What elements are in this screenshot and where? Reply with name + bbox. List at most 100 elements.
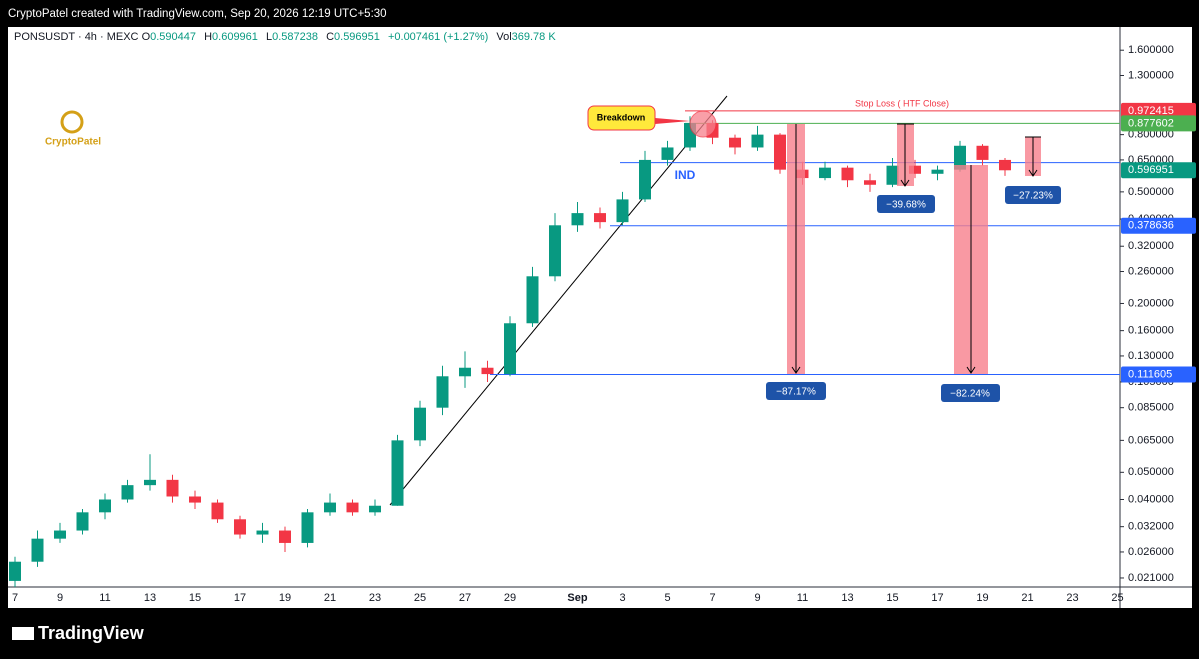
y-tick-label: 0.085000 bbox=[1128, 402, 1174, 414]
candle-body bbox=[391, 440, 404, 506]
x-tick-label: 27 bbox=[459, 592, 471, 604]
breakdown-label: Breakdown bbox=[597, 112, 646, 122]
vol-label: Vol bbox=[496, 31, 512, 43]
measure-label-box bbox=[766, 382, 826, 400]
watermark-logo bbox=[60, 110, 84, 134]
o-value: 0.590447 bbox=[150, 31, 197, 43]
candle-body bbox=[639, 159, 651, 200]
change: +0.007461 (+1.27%) bbox=[387, 31, 489, 43]
measure-label: −82.24% bbox=[950, 389, 990, 400]
y-tick-label: 0.050000 bbox=[1128, 466, 1174, 478]
candle-body bbox=[121, 485, 134, 500]
y-tick-label: 0.260000 bbox=[1128, 265, 1174, 277]
x-tick-label: 17 bbox=[234, 592, 246, 604]
price-label: 0.111605 bbox=[1128, 368, 1172, 380]
footer-brand: TradingView bbox=[38, 623, 145, 643]
price-axis: 1.6000001.3000000.8000000.6500000.500000… bbox=[1120, 44, 1196, 584]
candle-body bbox=[436, 376, 449, 408]
x-tick-label: 21 bbox=[1021, 592, 1033, 604]
candle-body bbox=[301, 512, 314, 543]
x-tick-label: 9 bbox=[754, 592, 760, 604]
price-label-box bbox=[1121, 115, 1196, 132]
y-tick-label: 1.300000 bbox=[1128, 69, 1174, 81]
candle-body bbox=[211, 502, 224, 520]
price-label-box bbox=[1121, 102, 1196, 119]
x-tick-label: 29 bbox=[504, 592, 516, 604]
x-tick-label: 19 bbox=[976, 592, 988, 604]
y-tick-label: 0.021000 bbox=[1128, 572, 1174, 584]
x-tick-label: 17 bbox=[931, 592, 943, 604]
measure-label: −87.17% bbox=[776, 387, 816, 398]
candle-body bbox=[774, 134, 786, 170]
breakdown-circle bbox=[689, 110, 717, 138]
h-label: H bbox=[204, 31, 213, 43]
candle-body bbox=[819, 167, 831, 179]
candle-body bbox=[729, 137, 741, 148]
price-label-box bbox=[1121, 366, 1196, 383]
trendline bbox=[389, 95, 728, 506]
o-label: O bbox=[141, 31, 151, 43]
footer-logo bbox=[12, 627, 34, 640]
candle-body bbox=[76, 512, 89, 531]
x-tick-label: 25 bbox=[414, 592, 426, 604]
candle-body bbox=[954, 145, 966, 170]
candle-body bbox=[9, 561, 21, 581]
y-tick-label: 0.040000 bbox=[1128, 493, 1174, 505]
candle-body bbox=[549, 225, 561, 277]
vol-value: 369.78 K bbox=[511, 31, 556, 43]
y-tick-label: 0.065000 bbox=[1128, 434, 1174, 446]
x-tick-label: 9 bbox=[57, 592, 63, 604]
c-label: C bbox=[326, 31, 335, 43]
x-tick-label: 13 bbox=[841, 592, 853, 604]
x-tick-label: 23 bbox=[369, 592, 381, 604]
candle-body bbox=[481, 367, 494, 375]
candle-body bbox=[504, 323, 516, 375]
price-label-box bbox=[1121, 162, 1196, 179]
annotations: −87.17% −82.24% −39.68% −27.23% Breakdow… bbox=[45, 98, 1061, 402]
x-tick-label: 11 bbox=[99, 592, 110, 604]
x-tick-label: 15 bbox=[189, 592, 201, 604]
callout-pointer bbox=[655, 118, 690, 124]
price-label: 0.378636 bbox=[1128, 220, 1174, 232]
y-tick-label: 0.130000 bbox=[1128, 350, 1174, 362]
candles bbox=[9, 116, 1011, 587]
candle-body bbox=[256, 530, 269, 535]
ind-label: IND bbox=[675, 168, 696, 182]
y-tick-label: 1.600000 bbox=[1128, 44, 1174, 56]
candle-body bbox=[864, 180, 876, 185]
candle-body bbox=[616, 199, 629, 223]
candle-body bbox=[661, 147, 674, 160]
candle-body bbox=[99, 499, 111, 513]
candle-body bbox=[234, 519, 246, 535]
symbol: PONSUSDT · 4h · MEXC bbox=[14, 31, 139, 43]
x-tick-label: Sep bbox=[567, 592, 587, 604]
header-text: CryptoPatel created with TradingView.com… bbox=[8, 8, 387, 20]
y-tick-label: 0.032000 bbox=[1128, 521, 1174, 533]
x-tick-label: 7 bbox=[709, 592, 715, 604]
l-value: 0.587238 bbox=[272, 31, 318, 43]
measure-label-box bbox=[941, 384, 1000, 402]
candle-body bbox=[414, 407, 426, 441]
drawings bbox=[389, 95, 1120, 506]
measure-label: −27.23% bbox=[1013, 191, 1053, 202]
candle-body bbox=[369, 505, 381, 513]
candle-body bbox=[346, 502, 359, 513]
measure-label-box bbox=[877, 195, 935, 213]
y-tick-label: 0.160000 bbox=[1128, 325, 1174, 337]
x-tick-label: 3 bbox=[619, 592, 625, 604]
candle-body bbox=[324, 502, 336, 513]
stop-loss-label: Stop Loss ( HTF Close) bbox=[855, 98, 949, 108]
candle-body bbox=[189, 496, 201, 503]
candle-body bbox=[144, 479, 156, 486]
x-tick-label: 7 bbox=[12, 592, 18, 604]
candle-body bbox=[931, 169, 944, 174]
price-label: 0.596951 bbox=[1128, 164, 1174, 176]
candle-body bbox=[31, 538, 44, 562]
candle-body bbox=[999, 159, 1011, 171]
price-label: 0.877602 bbox=[1128, 117, 1174, 129]
x-tick-label: 19 bbox=[279, 592, 291, 604]
candle-body bbox=[459, 367, 471, 377]
measure-label: −39.68% bbox=[886, 200, 926, 211]
candle-body bbox=[594, 213, 606, 223]
